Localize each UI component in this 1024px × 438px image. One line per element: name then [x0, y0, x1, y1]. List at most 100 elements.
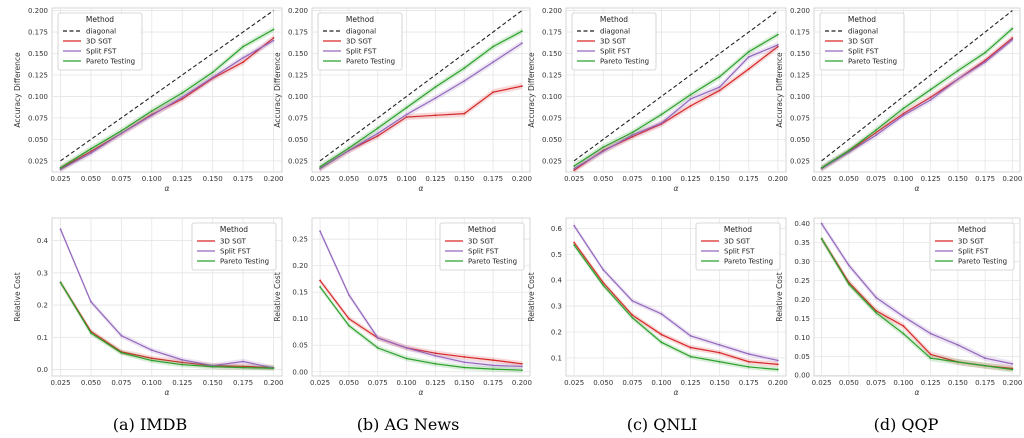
legend-label: Split FST [600, 48, 631, 56]
data-point-pareto-testing [272, 28, 275, 31]
y-tick-label: 0.25 [292, 236, 308, 244]
y-tick-label: 0.100 [28, 93, 48, 101]
y-axis-label: Accuracy Difference [13, 52, 22, 128]
series-line-split-fst [319, 42, 523, 170]
data-point-split-fst [689, 98, 692, 100]
legend-label: 3D SGT [346, 38, 373, 46]
x-tick-label: 0.150 [710, 379, 730, 387]
data-point-pareto-testing [521, 369, 523, 372]
y-tick-label: 0.050 [790, 136, 810, 144]
data-point-pareto-testing [348, 324, 350, 327]
data-point-pareto-testing [521, 30, 523, 33]
data-point-pareto-testing [181, 363, 184, 366]
data-point-pareto-testing [319, 286, 321, 288]
data-point-split-fst [376, 132, 379, 135]
data-point-pareto-testing [820, 166, 823, 169]
legend: Method diagonal 3D SGT Split FST Pareto Test… [57, 12, 143, 71]
y-axis-label: Relative Cost [527, 272, 536, 321]
data-point-pareto-testing [150, 110, 153, 112]
y-tick-label: 0.05 [292, 342, 308, 350]
y-tick-label: 0.5 [551, 251, 562, 259]
data-point-split-fst [718, 344, 721, 346]
legend-title: Method [86, 15, 114, 24]
x-tick-label: 0.200 [512, 175, 532, 183]
data-point-3d-sgt [181, 98, 184, 100]
legend-title: Method [220, 225, 248, 234]
data-point-split-fst [405, 346, 408, 349]
y-axis-label: Accuracy Difference [775, 52, 784, 128]
x-tick-label: 0.125 [681, 379, 701, 387]
chart-qqp-accuracy: 0.025 0.050 0.075 0.100 0.125 0.150 0.175 0.200… [775, 7, 1022, 193]
legend-label: Pareto Testing [724, 258, 773, 266]
data-point-pareto-testing [242, 366, 244, 369]
legend-label: diagonal [600, 28, 630, 36]
data-point-3d-sgt [776, 363, 779, 366]
data-point-pareto-testing [319, 165, 321, 168]
legend-label: 3D SGT [600, 38, 627, 46]
legend: Method 3D SGT Split FST Pareto Testing [695, 222, 781, 271]
data-point-pareto-testing [150, 359, 153, 362]
chart-agnews-accuracy: 0.025 0.050 0.075 0.100 0.125 0.150 0.175 0.200… [273, 7, 532, 193]
y-tick-label: 0.175 [542, 29, 562, 37]
data-point-pareto-testing [718, 75, 721, 78]
legend-box [695, 222, 781, 271]
data-point-split-fst [150, 114, 153, 117]
series-line-split-fst [821, 223, 1013, 365]
x-tick-label: 0.125 [172, 175, 192, 183]
data-point-3d-sgt [875, 131, 878, 134]
data-point-3d-sgt [902, 325, 905, 327]
y-tick-label: 0.150 [790, 50, 810, 58]
data-point-split-fst [820, 222, 823, 225]
legend-box [819, 12, 905, 71]
y-tick-label: 0.3 [551, 303, 562, 311]
data-point-split-fst [902, 114, 905, 117]
data-point-3d-sgt [434, 352, 437, 355]
data-point-split-fst [521, 42, 523, 45]
data-point-split-fst [348, 293, 350, 296]
data-point-pareto-testing [434, 86, 437, 88]
data-point-pareto-testing [1011, 27, 1014, 30]
legend-label: 3D SGT [848, 38, 875, 46]
data-point-split-fst [492, 364, 494, 367]
x-tick-label: 0.025 [310, 175, 330, 183]
data-point-pareto-testing [902, 332, 905, 335]
x-tick-label: 0.050 [593, 379, 613, 387]
data-point-split-fst [521, 365, 523, 368]
data-point-pareto-testing [747, 50, 750, 53]
x-tick-label: 0.150 [948, 175, 968, 183]
data-point-3d-sgt [492, 359, 494, 361]
data-point-3d-sgt [150, 357, 153, 360]
x-tick-label: 0.125 [921, 379, 941, 387]
data-point-3d-sgt [660, 333, 663, 336]
data-point-3d-sgt [521, 85, 523, 88]
y-tick-label: 0.075 [790, 114, 810, 122]
legend-label: 3D SGT [86, 38, 113, 46]
y-tick-label: 0.4 [551, 277, 563, 285]
data-point-split-fst [875, 296, 878, 299]
y-tick-label: 0.20 [794, 296, 810, 304]
legend-label: Pareto Testing [86, 58, 135, 66]
legend-label: 3D SGT [958, 238, 985, 246]
data-point-split-fst [434, 354, 437, 357]
y-tick-label: 0.025 [790, 157, 810, 165]
x-tick-label: 0.200 [1002, 379, 1022, 387]
y-tick-label: 0.6 [551, 225, 563, 233]
y-tick-label: 0.150 [542, 50, 562, 58]
data-point-split-fst [59, 228, 62, 231]
legend-label: Split FST [86, 48, 117, 56]
data-point-split-fst [181, 96, 184, 99]
data-point-3d-sgt [631, 314, 634, 317]
x-axis-label: α [165, 184, 170, 193]
x-axis-label: α [674, 184, 679, 193]
data-point-split-fst [689, 334, 692, 337]
data-point-3d-sgt [272, 37, 275, 39]
x-tick-label: 0.075 [866, 379, 886, 387]
data-point-pareto-testing [120, 129, 123, 132]
data-point-pareto-testing [376, 127, 379, 130]
x-tick-label: 0.125 [425, 175, 445, 183]
data-point-split-fst [90, 152, 92, 155]
data-point-split-fst [631, 299, 634, 302]
series-line-diagonal [60, 10, 274, 162]
legend-label: Pareto Testing [958, 258, 1007, 266]
data-point-pareto-testing [660, 113, 663, 116]
